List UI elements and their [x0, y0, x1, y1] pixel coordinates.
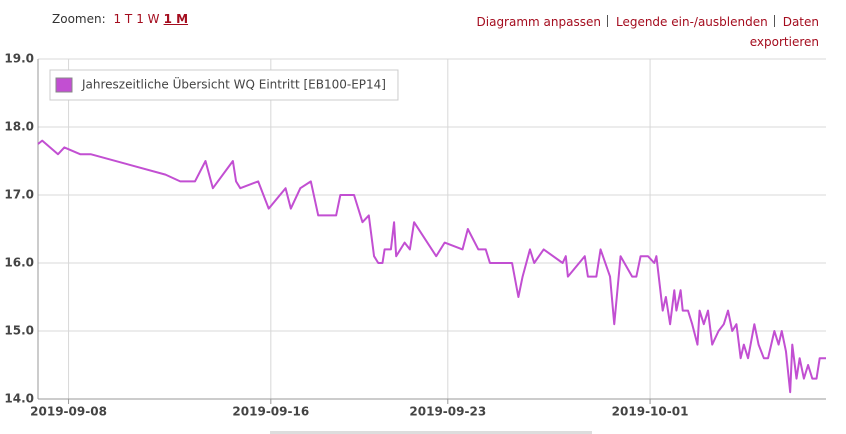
zoom-label: Zoomen:: [52, 12, 106, 26]
x-tick-label: 2019-09-08: [30, 405, 107, 419]
x-tick-label: 2019-09-23: [409, 405, 486, 419]
actions: Diagramm anpassen Legende ein-/ausblenden…: [439, 12, 819, 52]
x-tick-label: 2019-09-16: [232, 405, 309, 419]
y-tick-label: 18.0: [4, 120, 34, 134]
legend-swatch[interactable]: [55, 77, 73, 93]
action-link[interactable]: Daten exportieren: [749, 15, 819, 49]
separator: [773, 15, 775, 27]
y-tick-label: 14.0: [4, 392, 34, 406]
legend-label[interactable]: Jahreszeitliche Übersicht WQ Eintritt [E…: [81, 76, 386, 92]
scrollbar[interactable]: [270, 431, 592, 434]
zoom-option[interactable]: 1 T: [113, 12, 133, 26]
action-link[interactable]: Diagramm anpassen: [476, 15, 601, 29]
y-tick-label: 15.0: [4, 324, 34, 338]
x-tick-label: 2019-10-01: [612, 405, 689, 419]
legend-box: [49, 69, 399, 101]
zoom-option[interactable]: 1 M: [163, 12, 189, 26]
zoom-option[interactable]: 1 W: [136, 12, 160, 26]
series-line: [37, 139, 826, 394]
action-link[interactable]: Legende ein-/ausblenden: [615, 15, 768, 29]
y-tick-label: 17.0: [4, 188, 34, 202]
y-tick-label: 19.0: [4, 52, 34, 66]
separator: [606, 15, 608, 27]
y-tick-label: 16.0: [4, 256, 34, 270]
